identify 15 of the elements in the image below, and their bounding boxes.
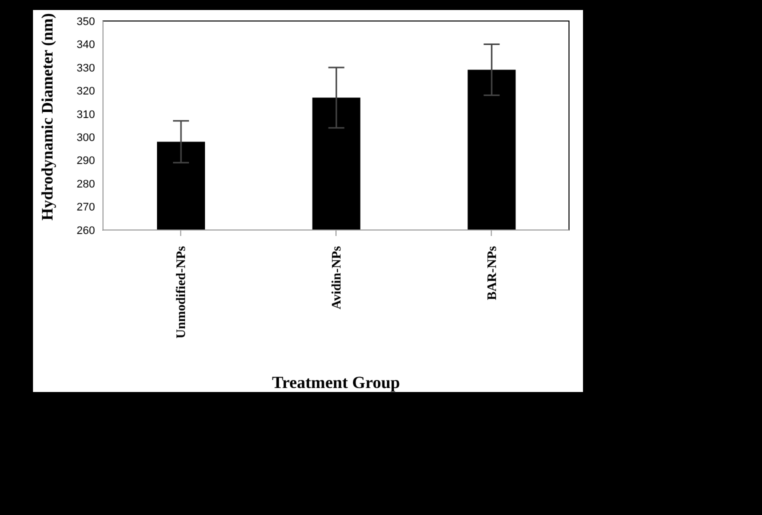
y-tick-label: 320 [76, 86, 95, 98]
x-tick-label: Unmodified-NPs [173, 246, 188, 338]
y-tick-label: 310 [76, 108, 95, 121]
x-axis-title: Treatment Group [272, 373, 400, 392]
y-tick-label: 290 [76, 155, 95, 168]
y-tick-label: 340 [76, 39, 95, 52]
y-tick-label: 260 [76, 224, 95, 237]
y-tick-label: 350 [76, 16, 95, 28]
y-tick-label: 270 [76, 202, 95, 214]
x-tick-label: Avidin-NPs [328, 246, 344, 310]
y-axis-title: Hydrodynamic Diameter (nm) [40, 13, 57, 220]
y-tick-label: 330 [76, 62, 95, 74]
y-tick-label: 280 [76, 178, 95, 190]
y-tick-label: 300 [76, 132, 95, 144]
x-tick-label: BAR-NPs [484, 246, 499, 300]
